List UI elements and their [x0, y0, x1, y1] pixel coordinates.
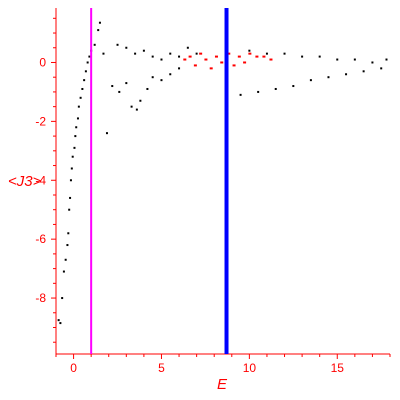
highlight-point: [193, 64, 197, 67]
data-point: [97, 29, 100, 32]
highlight-point: [204, 58, 208, 61]
data-point: [84, 70, 87, 73]
y-axis-label: <J3>: [8, 173, 42, 190]
data-point: [77, 105, 80, 108]
data-point: [146, 87, 149, 90]
data-point: [186, 46, 189, 49]
data-point: [151, 76, 154, 79]
y-tick-label: -2: [35, 114, 46, 128]
data-point: [71, 155, 74, 158]
data-point: [88, 55, 91, 58]
data-point: [327, 76, 330, 79]
vertical-lines-group: [90, 8, 229, 354]
data-point: [385, 58, 388, 61]
x-tick-label: 5: [158, 361, 165, 375]
data-point: [160, 58, 163, 61]
data-point: [345, 73, 348, 76]
highlight-point: [183, 58, 187, 61]
data-point: [70, 167, 73, 170]
data-point: [239, 93, 242, 96]
data-point: [130, 105, 133, 108]
data-point: [105, 132, 108, 135]
data-point: [62, 270, 65, 273]
data-point: [178, 55, 181, 58]
data-point: [125, 82, 128, 85]
highlight-point: [243, 61, 247, 64]
x-tick-label: 0: [70, 361, 77, 375]
data-point: [265, 52, 268, 55]
data-point: [68, 208, 71, 211]
axes-group: [55, 8, 390, 355]
highlight-point: [199, 52, 203, 55]
x-tick-label: 10: [243, 361, 257, 375]
data-point: [169, 73, 172, 76]
data-point: [362, 70, 365, 73]
data-point: [59, 322, 62, 325]
data-point: [81, 87, 84, 90]
data-point: [69, 196, 72, 199]
data-point: [76, 117, 79, 120]
data-point: [134, 52, 137, 55]
y-tick-label: -6: [35, 232, 46, 246]
points-group: [57, 21, 388, 325]
data-point: [116, 43, 119, 46]
highlight-point: [262, 55, 266, 58]
data-point: [318, 55, 321, 58]
y-tick-label: -4: [35, 173, 46, 187]
data-point: [74, 135, 77, 138]
y-tick-label: 0: [39, 55, 46, 69]
highlight-point: [209, 67, 213, 70]
highlight-point: [227, 52, 231, 55]
data-point: [169, 52, 172, 55]
data-point: [75, 126, 78, 129]
data-point: [151, 55, 154, 58]
highlight-point: [232, 64, 236, 67]
data-point: [178, 67, 181, 70]
highlight-point: [248, 52, 252, 55]
data-point: [301, 55, 304, 58]
data-point: [83, 79, 86, 82]
data-point: [274, 87, 277, 90]
data-point: [118, 90, 121, 93]
data-point: [257, 90, 260, 93]
highlight-point: [214, 55, 218, 58]
data-point: [135, 108, 138, 111]
y-tick-label: -8: [35, 291, 46, 305]
data-point: [93, 43, 96, 46]
data-point: [309, 79, 312, 82]
data-point: [64, 258, 67, 261]
data-point: [57, 319, 60, 322]
data-point: [86, 61, 89, 64]
data-point: [73, 146, 76, 149]
x-axis-label: E: [217, 376, 228, 393]
x-tick-label: 15: [331, 361, 345, 375]
data-point: [336, 58, 339, 61]
data-point: [67, 232, 70, 235]
highlight-point: [237, 55, 241, 58]
highlight-point: [220, 61, 224, 64]
data-point: [69, 179, 72, 182]
data-point: [371, 61, 374, 64]
data-point: [66, 244, 69, 247]
data-point: [195, 52, 198, 55]
data-point: [98, 21, 101, 24]
data-point: [283, 52, 286, 55]
highlight-point: [269, 58, 273, 61]
data-point: [125, 46, 128, 49]
highlight-point: [188, 55, 192, 58]
data-point: [142, 49, 145, 52]
data-point: [292, 85, 295, 88]
data-point: [160, 79, 163, 82]
data-point: [111, 85, 114, 88]
data-point: [380, 67, 383, 70]
data-point: [102, 52, 105, 55]
data-point: [353, 58, 356, 61]
ticks-group: 0 5 10 15 0 -2 -4 -6 -8: [35, 17, 391, 375]
highlight-point: [255, 55, 259, 58]
data-point: [139, 99, 142, 102]
data-point: [248, 49, 251, 52]
data-point: [79, 96, 82, 99]
data-point: [61, 297, 64, 300]
